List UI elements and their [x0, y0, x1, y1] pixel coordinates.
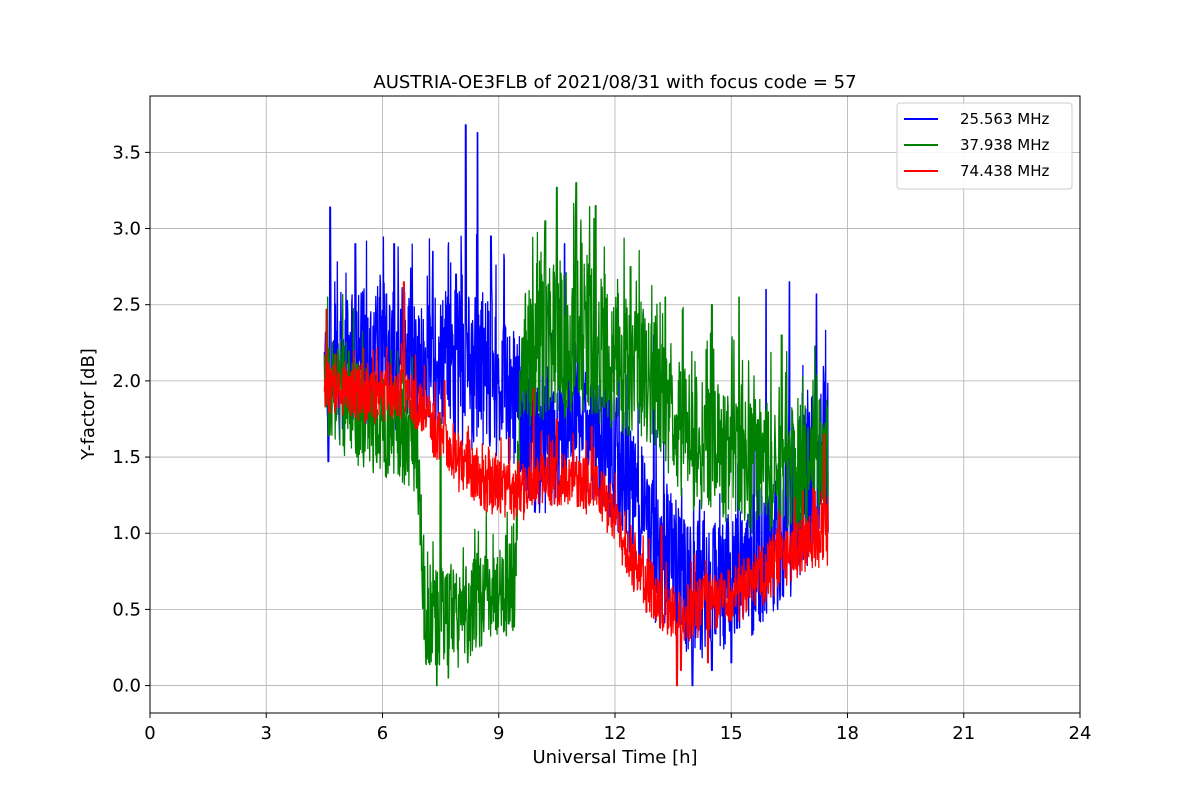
x-tick-label: 3 [261, 723, 272, 744]
legend-box [896, 102, 1073, 190]
x-tick-label: 0 [144, 723, 155, 744]
y-tick-label: 1.0 [112, 523, 141, 544]
x-tick-label: 15 [720, 723, 743, 744]
legend-label-3: 74.438 MHz [960, 162, 1049, 180]
x-tick-label: 21 [952, 723, 975, 744]
legend-label-1: 25.563 MHz [960, 110, 1049, 128]
x-tick-label: 18 [836, 723, 859, 744]
x-axis-label: Universal Time [h] [532, 747, 697, 768]
x-tick-label: 6 [377, 723, 388, 744]
y-tick-label: 3.0 [112, 219, 141, 240]
x-tick-label: 12 [604, 723, 627, 744]
y-tick-label: 0.0 [112, 676, 141, 697]
y-axis-label: Y-factor [dB] [78, 348, 99, 461]
y-tick-label: 3.5 [112, 142, 141, 163]
x-tick-label: 24 [1069, 723, 1092, 744]
series-line-2 [323, 182, 829, 687]
x-tick-label: 9 [493, 723, 504, 744]
y-tick-label: 0.5 [112, 599, 141, 620]
y-tick-label: 1.5 [112, 447, 141, 468]
series-layer [323, 124, 829, 687]
y-tick-label: 2.0 [112, 371, 141, 392]
legend: 25.563 MHz 37.938 MHz 74.438 MHz [896, 102, 1073, 190]
series-line-3 [323, 281, 829, 687]
y-tick-label: 2.5 [112, 295, 141, 316]
legend-label-2: 37.938 MHz [960, 136, 1049, 154]
series-line-1 [323, 124, 829, 687]
ticks: 0 3 6 9 12 15 18 21 24 0.0 0.5 1.0 1.5 2.0 2.5 3.0 3.5 [112, 142, 1091, 744]
chart-title: AUSTRIA-OE3FLB of 2021/08/31 with focus … [373, 72, 856, 93]
